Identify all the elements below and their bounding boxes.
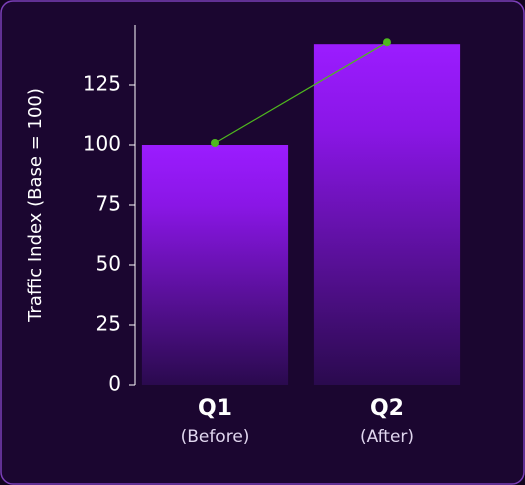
line-point (383, 38, 391, 47)
x-tick-label: Q1 (198, 396, 232, 421)
line-point (211, 139, 219, 147)
x-tick-note: (After) (360, 427, 414, 447)
bar (313, 44, 461, 385)
y-axis-label: Traffic Index (Base = 100) (25, 88, 46, 323)
y-tick-label: 25 (96, 312, 121, 336)
bar (141, 145, 289, 385)
line (214, 41, 388, 144)
x-tick-note: (Before) (181, 427, 250, 447)
y-tick-label: 50 (96, 252, 121, 276)
y-tick-label: 75 (96, 192, 121, 216)
y-tick-label: 0 (108, 372, 121, 396)
x-tick-label: Q2 (370, 396, 404, 421)
y-tick-label: 100 (83, 132, 121, 156)
y-tick-label: 125 (83, 72, 121, 96)
